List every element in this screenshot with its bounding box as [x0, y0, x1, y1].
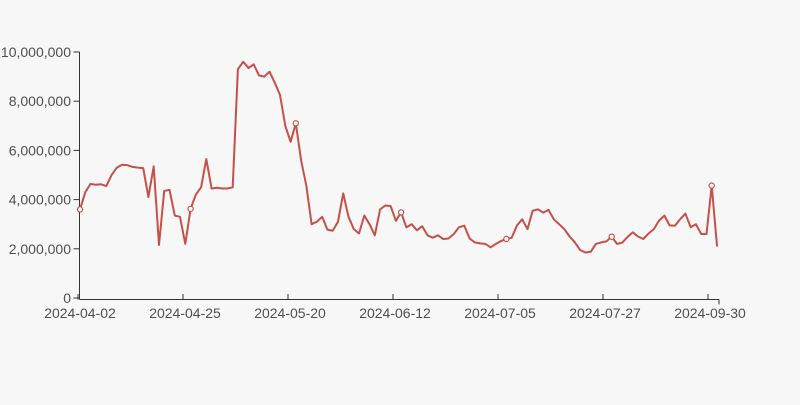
marked-data-point [503, 235, 510, 243]
y-tick-label: 10,000,000 [1, 44, 71, 60]
x-tick-label: 2024-07-05 [464, 305, 536, 321]
y-tick-label: 6,000,000 [9, 142, 71, 158]
y-tick-label: 2,000,000 [9, 241, 71, 257]
x-tick-label: 2024-09-30 [674, 305, 746, 321]
y-tick-label: 0 [63, 290, 71, 306]
marked-data-point [187, 205, 194, 213]
marked-data-point [608, 233, 615, 240]
x-tick-label: 2024-06-12 [359, 305, 431, 321]
x-tick-label: 2024-04-02 [44, 305, 116, 321]
marked-data-point [397, 209, 405, 216]
marked-data-point [708, 182, 715, 189]
y-tick-label: 4,000,000 [9, 192, 71, 208]
x-tick-label: 2024-04-25 [149, 305, 221, 321]
marked-data-point [76, 206, 84, 213]
x-tick-label: 2024-05-20 [254, 305, 326, 321]
x-tick-label: 2024-07-27 [569, 305, 641, 321]
y-tick-label: 8,000,000 [9, 93, 71, 109]
marked-data-point [292, 120, 299, 127]
